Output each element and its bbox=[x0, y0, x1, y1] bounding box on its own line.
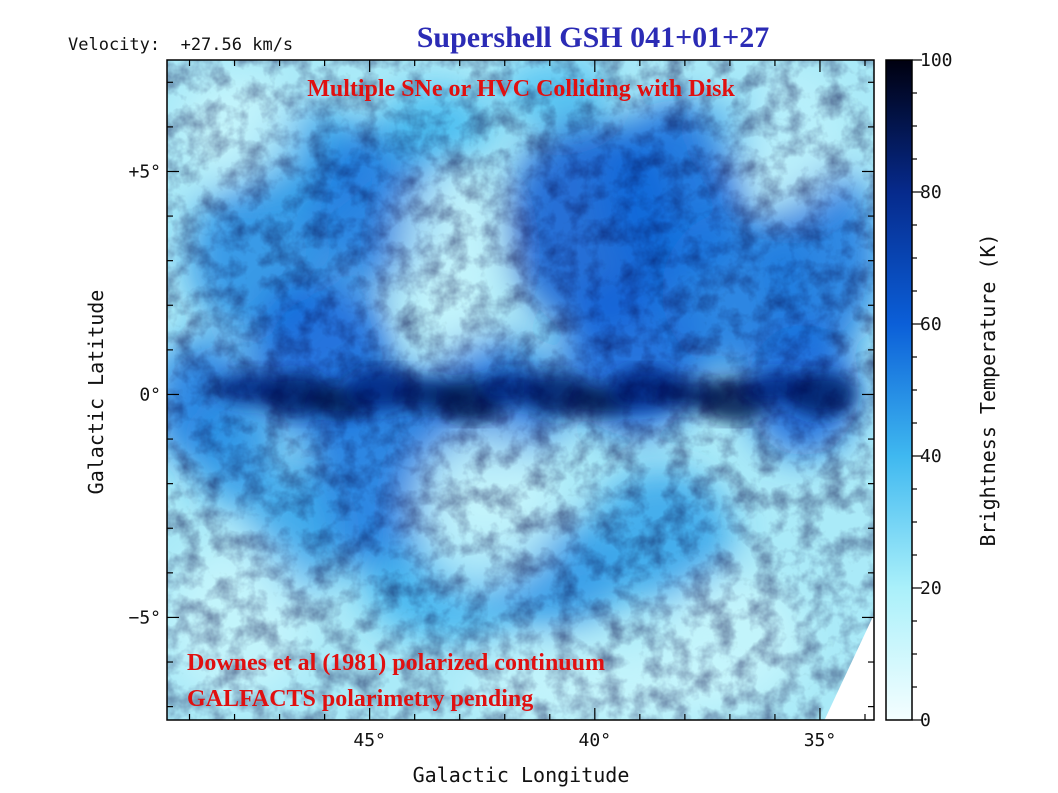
colorbar-tick-label: 100 bbox=[920, 50, 953, 71]
heatmap-texture bbox=[167, 60, 874, 720]
x-tick-label: 45° bbox=[353, 730, 386, 751]
unobserved-region bbox=[824, 614, 874, 720]
x-tick-label: 35° bbox=[804, 730, 837, 751]
x-axis-label: Galactic Longitude bbox=[413, 763, 630, 787]
colorbar-tick-label: 80 bbox=[920, 182, 942, 203]
colorbar-tick-label: 60 bbox=[920, 314, 942, 335]
x-tick-label: 40° bbox=[579, 730, 612, 751]
colorbar-tick-label: 0 bbox=[920, 710, 931, 731]
plot-frame bbox=[166, 59, 875, 721]
chart-title: Supershell GSH 041+01+27 bbox=[417, 21, 770, 54]
heatmap-image bbox=[167, 60, 874, 720]
y-tick-label: +5° bbox=[128, 161, 161, 182]
x-axis: 45° 40° 35° bbox=[188, 60, 866, 751]
colorbar-axis: 0 20 40 60 80 100 bbox=[912, 50, 953, 731]
colorbar-tick-label: 20 bbox=[920, 578, 942, 599]
y-axis-label: Galactic Latitude bbox=[84, 290, 108, 495]
annotation-bottom-1: Downes et al (1981) polarized continuum bbox=[187, 650, 605, 676]
annotation-top: Multiple SNe or HVC Colliding with Disk bbox=[307, 76, 735, 102]
annotation-bottom-2: GALFACTS polarimetry pending bbox=[187, 686, 533, 712]
colorbar bbox=[885, 59, 913, 721]
y-tick-label: −5° bbox=[128, 607, 161, 628]
y-axis: +5° 0° −5° bbox=[128, 81, 874, 708]
colorbar-tick-label: 40 bbox=[920, 446, 942, 467]
velocity-label: Velocity: +27.56 km/s bbox=[68, 35, 293, 55]
y-tick-label: 0° bbox=[139, 384, 161, 405]
colorbar-label: Brightness Temperature (K) bbox=[976, 233, 1000, 546]
